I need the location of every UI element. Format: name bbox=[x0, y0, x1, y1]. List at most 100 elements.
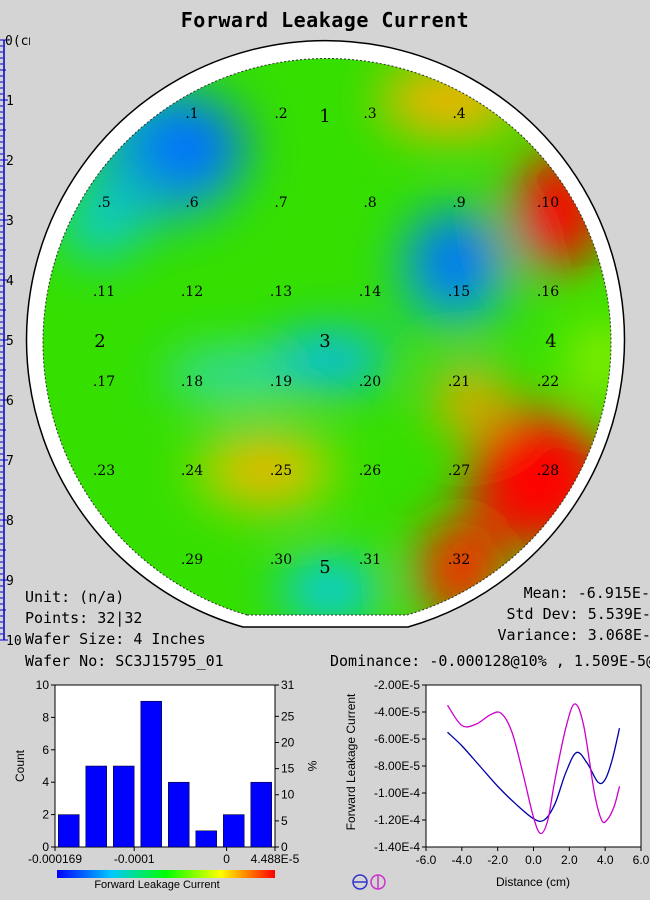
zone-label: 3 bbox=[319, 331, 330, 352]
wafer-heatmap bbox=[42, 58, 611, 615]
site-label: .27 bbox=[448, 463, 470, 479]
site-label: .4 bbox=[452, 106, 465, 122]
std-dev-label: Std Dev: 5.539E-5 bbox=[506, 605, 650, 623]
site-label: .2 bbox=[274, 106, 287, 122]
zone-labels: 1 2 3 4 5 bbox=[94, 106, 556, 578]
zone-label: 5 bbox=[319, 557, 330, 578]
site-label: .26 bbox=[359, 463, 381, 479]
site-label: .18 bbox=[181, 374, 203, 390]
histogram-y2-tick-label: 25 bbox=[281, 709, 295, 723]
site-label: .11 bbox=[93, 284, 115, 300]
histogram-bar bbox=[195, 830, 217, 848]
site-label: .21 bbox=[448, 374, 470, 390]
line-x-tick-label: 4.0 bbox=[597, 853, 614, 867]
histogram-y2-tick-label: 15 bbox=[281, 762, 295, 776]
histogram-x-tick-label: -0.0001 bbox=[114, 852, 155, 866]
wafer-map: .1 .2 .3 .4 .5 .6 .7 .8 .9 .10 .11 .12 .13 .14 .15 .16.… bbox=[25, 39, 626, 628]
line-y-axis-label: Forward Leakage Current bbox=[344, 693, 358, 830]
site-label: .1 bbox=[185, 106, 198, 122]
line-x-tick-label: -2.0 bbox=[487, 853, 508, 867]
zone-label: 4 bbox=[545, 331, 556, 352]
ruler-tick-label: 10 bbox=[6, 634, 22, 645]
profile-line-horizontal bbox=[447, 728, 621, 823]
site-label: .25 bbox=[270, 463, 292, 479]
histogram-y-tick-label: 0 bbox=[42, 840, 49, 854]
site-label: .17 bbox=[93, 374, 115, 390]
line-x-tick-label: 2.0 bbox=[561, 853, 578, 867]
histogram-y-tick-label: 6 bbox=[42, 743, 49, 757]
site-label: .20 bbox=[359, 374, 381, 390]
line-x-tick-label: 0.0 bbox=[525, 853, 542, 867]
histogram-bar bbox=[250, 781, 272, 848]
histogram-bar bbox=[113, 765, 135, 848]
ruler-tick-label: 6 bbox=[6, 394, 14, 409]
profile-direction-icon[interactable] bbox=[352, 874, 386, 890]
site-label: .6 bbox=[185, 195, 198, 211]
site-label: .15 bbox=[448, 284, 470, 300]
site-label: .23 bbox=[93, 463, 115, 479]
ruler-tick-label: 5 bbox=[6, 334, 14, 349]
histogram-bar bbox=[140, 700, 162, 848]
histogram-y2-tick-label: 0 bbox=[281, 840, 288, 854]
ruler-tick-label: 1 bbox=[6, 94, 14, 109]
histogram-x-tick-label: -0.000169 bbox=[28, 852, 82, 866]
site-label: .22 bbox=[537, 374, 559, 390]
site-label: .7 bbox=[274, 195, 287, 211]
ruler-tick-label: 9 bbox=[6, 574, 14, 589]
site-label: .9 bbox=[452, 195, 465, 211]
color-scale-bar bbox=[57, 870, 275, 878]
line-x-axis-label: Distance (cm) bbox=[496, 875, 570, 889]
histogram-y-tick-label: 4 bbox=[42, 775, 49, 789]
mean-label: Mean: -6.915E- bbox=[523, 584, 650, 602]
line-y-tick-label: -8.00E-5 bbox=[374, 759, 420, 773]
histogram-y-axis-label: Count bbox=[13, 749, 27, 782]
histogram-y-tick-label: 2 bbox=[42, 808, 49, 822]
line-y-tick-label: -1.40E-4 bbox=[374, 840, 420, 854]
histogram-y2-tick-label: 20 bbox=[281, 735, 295, 749]
histogram-x-axis-label: Forward Leakage Current bbox=[94, 879, 219, 891]
site-label: .3 bbox=[363, 106, 376, 122]
histogram-y2-axis-label: % bbox=[305, 761, 319, 772]
ruler-tick-label: 8 bbox=[6, 514, 14, 529]
wafer-no-label: Wafer No: SC3J15795_01 bbox=[25, 652, 224, 670]
profile-line-vertical bbox=[446, 703, 621, 835]
unit-label: Unit: (n/a) bbox=[25, 588, 125, 606]
vertical-ruler: 0(cm) 1 2 3 4 5 6 7 8 9 10 bbox=[0, 34, 30, 645]
site-label: .5 bbox=[97, 195, 110, 211]
ruler-unit-label: 0(cm) bbox=[5, 34, 30, 49]
line-y-tick-label: -4.00E-5 bbox=[374, 705, 420, 719]
line-y-tick-label: -6.00E-5 bbox=[374, 732, 420, 746]
histogram-bar bbox=[168, 781, 190, 848]
site-label: .30 bbox=[270, 552, 292, 568]
histogram-y2-tick-label: 10 bbox=[281, 788, 295, 802]
line-x-tick-label: 6.0 bbox=[633, 853, 650, 867]
site-label: .16 bbox=[537, 284, 559, 300]
histogram-x-tick-label: 4.488E-5 bbox=[251, 852, 300, 866]
site-label: .10 bbox=[537, 195, 559, 211]
line-x-tick-label: -4.0 bbox=[451, 853, 472, 867]
ruler-tick-label: 7 bbox=[6, 454, 14, 469]
site-label: .8 bbox=[363, 195, 376, 211]
zone-label: 1 bbox=[319, 106, 330, 127]
site-label: .13 bbox=[270, 284, 292, 300]
line-plot-area bbox=[425, 684, 642, 848]
site-label: .32 bbox=[448, 552, 470, 568]
page-title: Forward Leakage Current bbox=[180, 8, 470, 32]
site-label: .12 bbox=[181, 284, 203, 300]
wafer-inner-boundary bbox=[42, 58, 612, 616]
variance-label: Variance: 3.068E-9 bbox=[497, 626, 650, 644]
site-labels: .1 .2 .3 .4 .5 .6 .7 .8 .9 .10 .11 .12 .13 .14 .15 .16.… bbox=[93, 106, 559, 568]
site-label: .31 bbox=[359, 552, 381, 568]
histogram-bar bbox=[58, 814, 80, 848]
line-y-tick-label: -1.00E-4 bbox=[374, 786, 420, 800]
histogram-y-tick-label: 10 bbox=[36, 678, 50, 692]
site-label: .19 bbox=[270, 374, 292, 390]
line-x-tick-label: -6.0 bbox=[416, 853, 437, 867]
points-label: Points: 32|32 bbox=[25, 609, 143, 627]
histogram-y-tick-label: 8 bbox=[42, 710, 49, 724]
histogram-bar bbox=[85, 765, 107, 848]
histogram-y2-tick-label: 31 bbox=[281, 678, 295, 692]
wafer-size-label: Wafer Size: 4 Inches bbox=[25, 630, 206, 648]
zone-label: 2 bbox=[94, 331, 105, 352]
